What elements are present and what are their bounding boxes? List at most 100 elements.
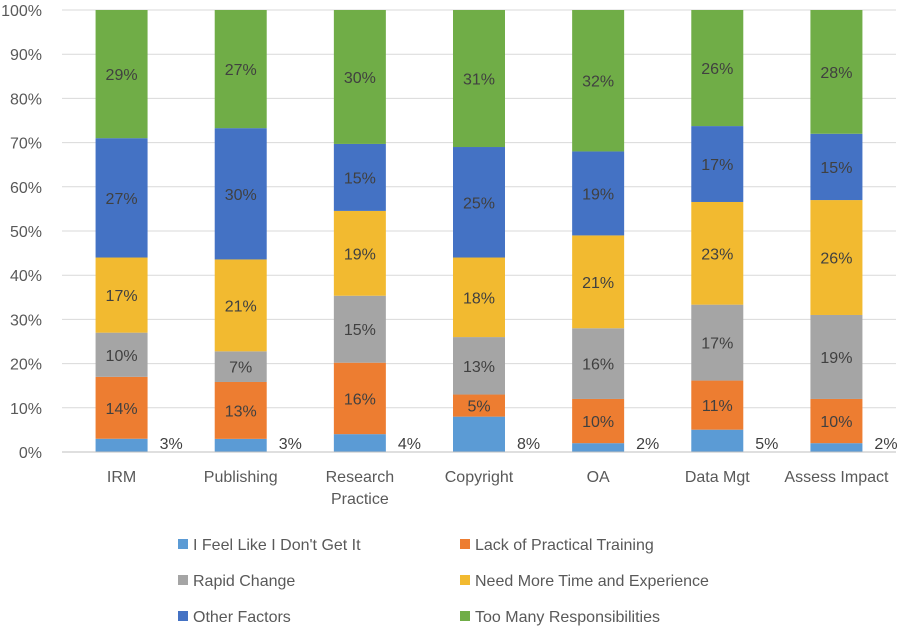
bar-segment: [214, 10, 267, 129]
bar-segment: [691, 126, 744, 202]
bar-segment: [453, 147, 505, 258]
data-label: 2%: [636, 436, 659, 453]
bar-segment: [691, 304, 744, 381]
legend-marker: [178, 611, 188, 621]
data-label: 21%: [225, 298, 257, 315]
data-label: 4%: [398, 436, 421, 453]
legend-label: Too Many Responsibilities: [475, 609, 660, 626]
legend-marker: [460, 539, 470, 549]
data-label: 19%: [820, 350, 852, 367]
bar-segment: [333, 362, 386, 435]
bar-segment: [810, 443, 863, 452]
bar-segment: [691, 429, 744, 452]
data-label: 27%: [225, 62, 257, 79]
data-label: 23%: [701, 246, 733, 263]
legend-label: Rapid Change: [193, 573, 295, 590]
data-label: 15%: [344, 322, 376, 339]
bar-segment: [810, 200, 863, 315]
y-tick-label: 40%: [10, 268, 42, 285]
bar-segment: [95, 257, 148, 333]
bar-segment: [333, 295, 386, 363]
bar-segment: [453, 257, 505, 338]
bar-segment: [214, 438, 267, 452]
x-tick-label: IRM: [107, 469, 136, 486]
data-label: 2%: [874, 436, 897, 453]
data-label: 18%: [463, 290, 495, 307]
data-label: 10%: [582, 414, 614, 431]
data-label: 16%: [582, 357, 614, 374]
bar-segment: [453, 394, 505, 417]
data-label: 19%: [344, 246, 376, 263]
y-tick-label: 10%: [10, 401, 42, 418]
bar-segment: [214, 381, 267, 439]
x-tick-label: Copyright: [445, 469, 514, 486]
bar-segment: [333, 434, 386, 452]
x-tick-label: OA: [587, 469, 610, 486]
data-label: 19%: [582, 186, 614, 203]
data-label: 13%: [463, 359, 495, 376]
data-label: 30%: [344, 70, 376, 87]
data-label: 28%: [820, 65, 852, 82]
y-tick-label: 20%: [10, 357, 42, 374]
bar-segment: [333, 10, 386, 144]
data-label: 15%: [344, 170, 376, 187]
bar-segment: [453, 10, 505, 148]
data-label: 26%: [820, 251, 852, 268]
legend-label: Need More Time and Experience: [475, 573, 709, 590]
data-label: 3%: [160, 436, 183, 453]
legend-label: Other Factors: [193, 609, 291, 626]
legend-marker: [178, 539, 188, 549]
data-label: 15%: [820, 160, 852, 177]
bar-segment: [95, 10, 148, 139]
x-tick-label: Research Practice: [326, 469, 394, 508]
bar-segment: [810, 398, 863, 444]
data-label: 13%: [225, 403, 257, 420]
bar-segment: [95, 332, 148, 377]
legend-marker: [178, 575, 188, 585]
legend-marker: [460, 575, 470, 585]
y-tick-label: 70%: [10, 136, 42, 153]
bar-segment: [214, 351, 267, 382]
bar-segment: [810, 10, 863, 134]
bar-segment: [572, 10, 625, 152]
bar-segment: [572, 443, 625, 452]
data-label: 25%: [463, 195, 495, 212]
data-label: 5%: [755, 436, 778, 453]
data-label: 7%: [229, 360, 252, 377]
legend-label: I Feel Like I Don't Get It: [193, 537, 361, 554]
bar-segment: [333, 143, 386, 211]
x-tick-label: Publishing: [204, 469, 278, 486]
bar-segment: [810, 133, 863, 201]
x-tick-label: Assess Impact: [784, 469, 889, 486]
data-label: 17%: [701, 336, 733, 353]
data-label: 29%: [106, 67, 138, 84]
bar-segment: [572, 328, 625, 399]
bar-segment: [691, 10, 744, 127]
data-label: 3%: [279, 436, 302, 453]
bar-segment: [453, 337, 505, 395]
data-label: 5%: [467, 399, 490, 416]
y-tick-label: 90%: [10, 47, 42, 64]
data-label: 30%: [225, 187, 257, 204]
bar-segment: [691, 201, 744, 305]
y-tick-label: 0%: [19, 445, 42, 462]
bar-segment: [572, 151, 625, 236]
bar-segment: [95, 376, 148, 439]
y-tick-label: 100%: [1, 3, 42, 20]
bar-segment: [810, 314, 863, 399]
x-tick-label: Data Mgt: [685, 469, 750, 486]
bar-segment: [95, 138, 148, 258]
y-tick-label: 80%: [10, 91, 42, 108]
y-tick-label: 30%: [10, 312, 42, 329]
bar-segment: [572, 398, 625, 444]
y-tick-label: 50%: [10, 224, 42, 241]
data-label: 26%: [701, 61, 733, 78]
bar-segment: [572, 235, 625, 329]
data-label: 16%: [344, 391, 376, 408]
bar-segment: [453, 416, 505, 452]
legend-marker: [460, 611, 470, 621]
data-label: 14%: [106, 401, 138, 418]
y-tick-label: 60%: [10, 180, 42, 197]
